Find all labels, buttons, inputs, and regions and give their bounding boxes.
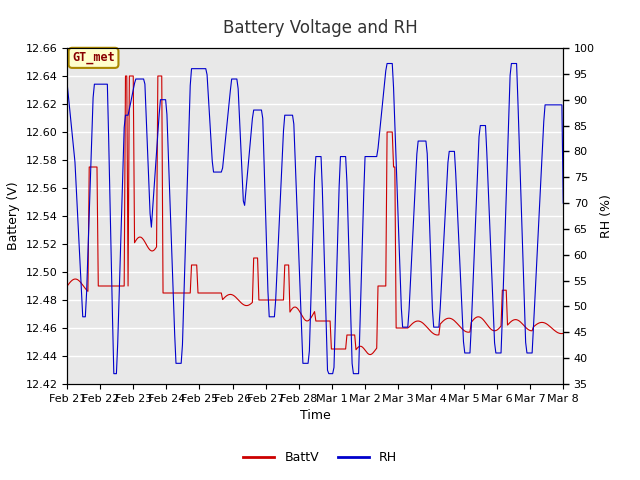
X-axis label: Time: Time	[300, 409, 331, 422]
Y-axis label: Battery (V): Battery (V)	[7, 182, 20, 250]
Legend: BattV, RH: BattV, RH	[238, 446, 402, 469]
Y-axis label: RH (%): RH (%)	[600, 194, 613, 238]
Text: GT_met: GT_met	[72, 51, 115, 64]
Text: Battery Voltage and RH: Battery Voltage and RH	[223, 19, 417, 37]
